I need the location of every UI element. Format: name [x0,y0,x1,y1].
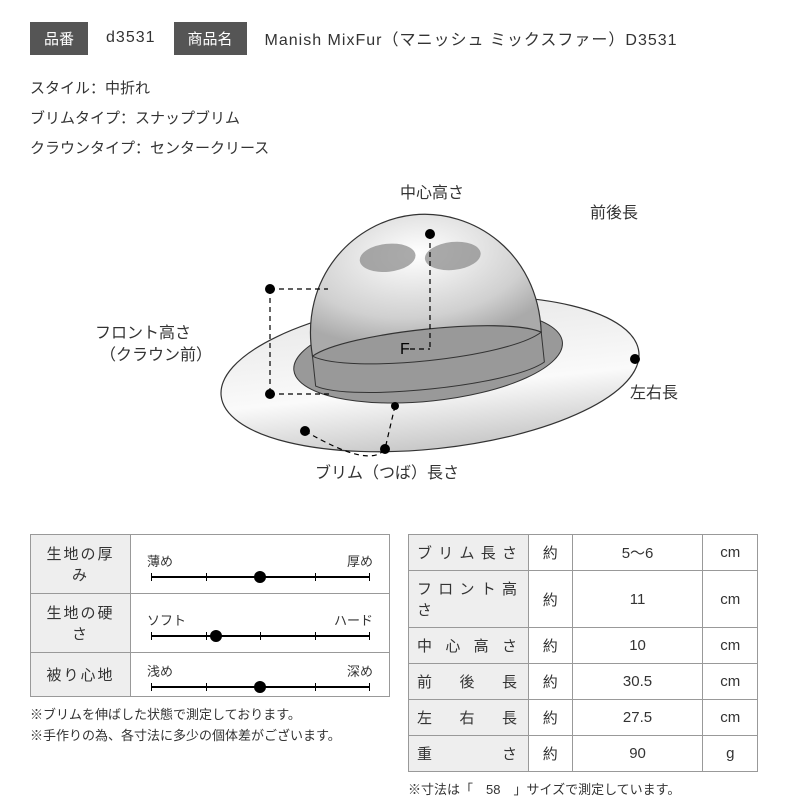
label-front-height-2: （クラウン前） [100,346,212,367]
slider-row-fit: 被り心地 浅め 深め [31,653,390,697]
slider-max: 深め [347,661,373,680]
size-label: 左右長 [409,700,529,736]
slider-block: 生地の厚み 薄め 厚め 生地の硬さ ソフト ハード 被り心地 浅め 深め [30,534,390,747]
slider-label: 生地の硬さ [31,594,131,653]
size-value: 30.5 [572,664,703,700]
label-left-right: 左右長 [630,384,678,405]
size-unit: cm [703,700,758,736]
slider-track [151,686,369,688]
slider-row-hardness: 生地の硬さ ソフト ハード [31,594,390,653]
size-value: 27.5 [572,700,703,736]
size-unit: cm [703,571,758,628]
size-value: 90 [572,736,703,772]
bottom-section: 生地の厚み 薄め 厚め 生地の硬さ ソフト ハード 被り心地 浅め 深め [30,534,770,801]
slider-label: 被り心地 [31,653,131,697]
size-label: 前後長 [409,664,529,700]
size-table: ブリム長さ約5～6cmフロント高さ約11cm中心高さ約10cm前後長約30.5c… [408,534,758,772]
size-unit: cm [703,664,758,700]
svg-text:F: F [400,341,410,358]
size-approx: 約 [528,736,572,772]
code-value: d3531 [88,23,174,53]
spec-brim-type: ブリムタイプ：スナップブリム [30,104,770,134]
size-label: 中心高さ [409,628,529,664]
size-row: ブリム長さ約5～6cm [409,535,758,571]
slider-row-thickness: 生地の厚み 薄め 厚め [31,535,390,594]
slider-max: 厚め [347,551,373,570]
hat-diagram: F 中心高さ 前後長 フロント高さ （クラウン前） 左右長 ブリム（つば）長さ [30,174,770,514]
slider-track [151,635,369,637]
specs-list: スタイル：中折れ ブリムタイプ：スナップブリム クラウンタイプ：センタークリース [30,74,770,164]
size-row: 中心高さ約10cm [409,628,758,664]
note-line: ※手作りの為、各寸法に多少の個体差がございます。 [30,726,390,747]
slider-cell: 薄め 厚め [131,535,390,594]
size-block: ブリム長さ約5～6cmフロント高さ約11cm中心高さ約10cm前後長約30.5c… [408,534,758,801]
size-row: 前後長約30.5cm [409,664,758,700]
size-approx: 約 [528,628,572,664]
code-label: 品番 [30,22,88,55]
slider-table: 生地の厚み 薄め 厚め 生地の硬さ ソフト ハード 被り心地 浅め 深め [30,534,390,697]
header-bar: 品番 d3531 商品名 Manish MixFur（マニッシュ ミックスファー… [30,20,770,56]
size-label: フロント高さ [409,571,529,628]
size-value: 11 [572,571,703,628]
size-label: ブリム長さ [409,535,529,571]
size-row: 左右長約27.5cm [409,700,758,736]
label-front-height-1: フロント高さ [95,324,191,345]
spec-style: スタイル：中折れ [30,74,770,104]
size-label: 重さ [409,736,529,772]
size-approx: 約 [528,700,572,736]
size-value: 10 [572,628,703,664]
name-value: Manish MixFur（マニッシュ ミックスファー）D3531 [247,20,696,56]
slider-track [151,576,369,578]
size-approx: 約 [528,535,572,571]
size-row: フロント高さ約11cm [409,571,758,628]
size-value: 5～6 [572,535,703,571]
slider-max: ハード [334,610,373,629]
slider-min: ソフト [147,610,186,629]
note-line: ※ブリムを伸ばした状態で測定しております。 [30,705,390,726]
size-approx: 約 [528,571,572,628]
slider-label: 生地の厚み [31,535,131,594]
size-row: 重さ約90g [409,736,758,772]
slider-notes: ※ブリムを伸ばした状態で測定しております。 ※手作りの為、各寸法に多少の個体差が… [30,705,390,747]
label-brim-length: ブリム（つば）長さ [315,464,459,485]
spec-crown-type: クラウンタイプ：センタークリース [30,134,770,164]
label-center-height: 中心高さ [400,184,464,205]
size-approx: 約 [528,664,572,700]
size-unit: cm [703,535,758,571]
size-table-body: ブリム長さ約5～6cmフロント高さ約11cm中心高さ約10cm前後長約30.5c… [409,535,758,772]
slider-min: 浅め [147,661,173,680]
size-unit: g [703,736,758,772]
label-front-back: 前後長 [590,204,638,225]
slider-cell: ソフト ハード [131,594,390,653]
name-label: 商品名 [174,22,247,55]
size-note: ※寸法は「 58 」サイズで測定しています。 [408,780,758,801]
slider-cell: 浅め 深め [131,653,390,697]
size-unit: cm [703,628,758,664]
slider-min: 薄め [147,551,173,570]
